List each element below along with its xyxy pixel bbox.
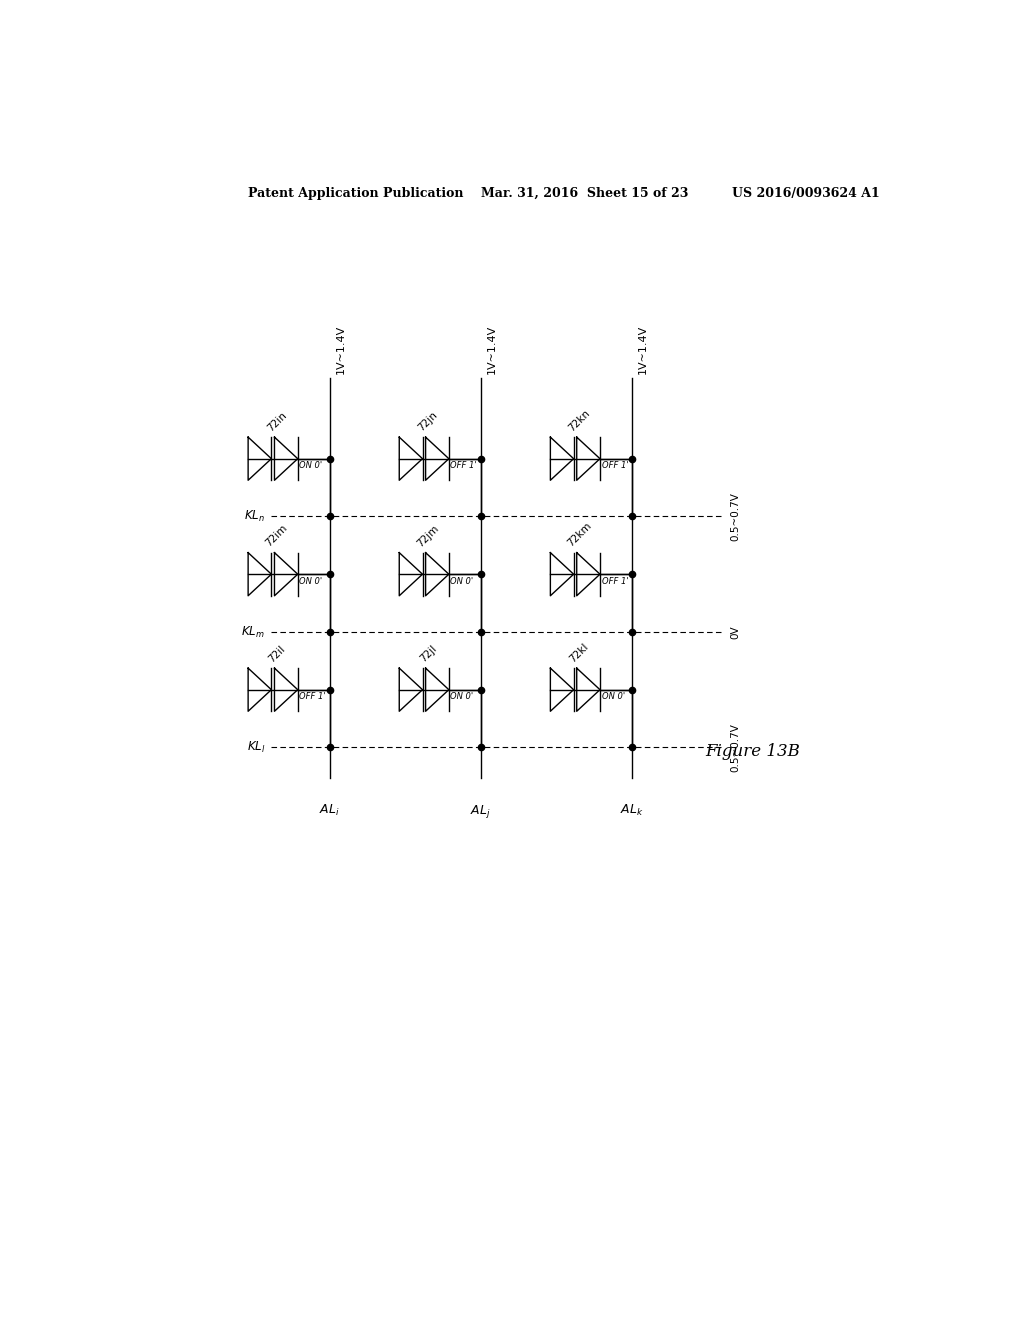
Text: ON 0': ON 0' — [299, 577, 323, 586]
Text: 72km: 72km — [565, 521, 593, 549]
Text: 72in: 72in — [265, 411, 289, 433]
Text: 72jm: 72jm — [415, 523, 440, 549]
Text: 0.5~0.7V: 0.5~0.7V — [730, 723, 740, 772]
Text: OFF 1': OFF 1' — [299, 692, 326, 701]
Text: US 2016/0093624 A1: US 2016/0093624 A1 — [732, 186, 881, 199]
Text: $KL_m$: $KL_m$ — [242, 624, 265, 639]
Text: 72jn: 72jn — [417, 411, 439, 433]
Text: 72il: 72il — [266, 644, 287, 664]
Text: 72im: 72im — [264, 523, 290, 549]
Text: 72kn: 72kn — [566, 408, 592, 433]
Text: OFF 1': OFF 1' — [601, 577, 628, 586]
Text: 1V~1.4V: 1V~1.4V — [336, 325, 346, 374]
Text: 1V~1.4V: 1V~1.4V — [638, 325, 648, 374]
Text: ON 0': ON 0' — [451, 577, 473, 586]
Text: $AL_j$: $AL_j$ — [470, 803, 490, 820]
Text: 72jl: 72jl — [418, 644, 438, 664]
Text: Mar. 31, 2016  Sheet 15 of 23: Mar. 31, 2016 Sheet 15 of 23 — [480, 186, 688, 199]
Text: OFF 1': OFF 1' — [451, 461, 477, 470]
Text: $AL_k$: $AL_k$ — [620, 803, 643, 818]
Text: $KL_n$: $KL_n$ — [245, 510, 265, 524]
Text: 0.5~0.7V: 0.5~0.7V — [730, 492, 740, 541]
Text: Patent Application Publication: Patent Application Publication — [248, 186, 464, 199]
Text: 72kl: 72kl — [567, 642, 591, 664]
Text: ON 0': ON 0' — [451, 692, 473, 701]
Text: OFF 1': OFF 1' — [601, 461, 628, 470]
Text: $AL_i$: $AL_i$ — [319, 803, 340, 818]
Text: ON 0': ON 0' — [601, 692, 625, 701]
Text: 0V: 0V — [730, 626, 740, 639]
Text: 1V~1.4V: 1V~1.4V — [486, 325, 497, 374]
Text: ON 0': ON 0' — [299, 461, 323, 470]
Text: Figure 13B: Figure 13B — [706, 743, 800, 760]
Text: $KL_l$: $KL_l$ — [247, 741, 265, 755]
